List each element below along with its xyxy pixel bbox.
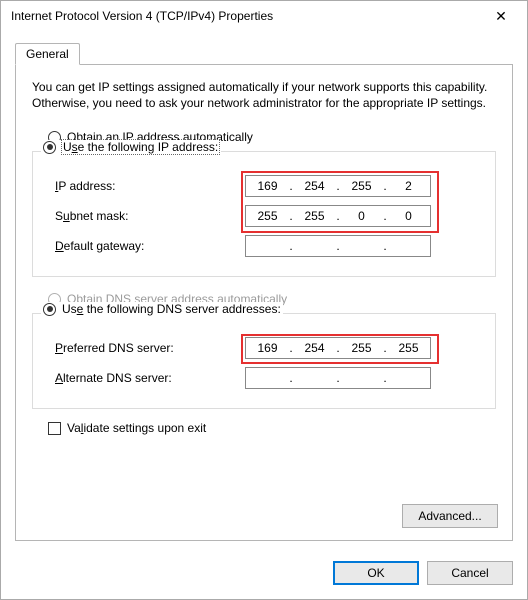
input-ip-address[interactable]: 169. 254. 255. 2	[245, 175, 431, 197]
row-subnet-mask: Subnet mask: 255. 255. 0. 0	[45, 204, 483, 228]
button-label: Advanced...	[418, 509, 481, 523]
highlight-box-pref-dns: 169. 254. 255. 255	[245, 337, 431, 359]
dialog-window: Internet Protocol Version 4 (TCP/IPv4) P…	[0, 0, 528, 600]
radio-label: Use the following DNS server addresses:	[62, 302, 281, 316]
titlebar[interactable]: Internet Protocol Version 4 (TCP/IPv4) P…	[1, 1, 527, 31]
row-preferred-dns: Preferred DNS server: 169. 254. 255. 255	[45, 336, 483, 360]
cancel-button[interactable]: Cancel	[427, 561, 513, 585]
input-subnet-mask[interactable]: 255. 255. 0. 0	[245, 205, 431, 227]
radio-label: Use the following IP address:	[62, 140, 219, 154]
input-alternate-dns[interactable]: . . .	[245, 367, 431, 389]
ok-button[interactable]: OK	[333, 561, 419, 585]
label-preferred-dns: Preferred DNS server:	[45, 341, 245, 355]
button-label: Cancel	[451, 566, 488, 580]
advanced-button[interactable]: Advanced...	[402, 504, 498, 528]
row-ip-address: IP address: 169. 254. 255. 2	[45, 174, 483, 198]
radio-icon	[43, 303, 56, 316]
dialog-buttons: OK Cancel	[333, 561, 513, 585]
group-dns-manual: Use the following DNS server addresses: …	[32, 313, 496, 409]
label-default-gateway: Default gateway:	[45, 239, 245, 253]
checkbox-validate-on-exit[interactable]: Validate settings upon exit	[48, 421, 496, 435]
radio-icon	[43, 141, 56, 154]
highlight-box-ip-mask: 169. 254. 255. 2	[245, 175, 431, 197]
radio-use-following-dns[interactable]: Use the following DNS server addresses:	[41, 302, 283, 316]
row-alternate-dns: Alternate DNS server: . . .	[45, 366, 483, 390]
row-default-gateway: Default gateway: . . .	[45, 234, 483, 258]
radio-use-following-ip[interactable]: Use the following IP address:	[41, 140, 221, 154]
group-ip-manual: Use the following IP address: IP address…	[32, 151, 496, 277]
window-title: Internet Protocol Version 4 (TCP/IPv4) P…	[11, 9, 481, 23]
tabstrip: General	[15, 43, 513, 65]
input-default-gateway[interactable]: . . .	[245, 235, 431, 257]
close-icon: ✕	[495, 8, 507, 25]
tab-label: General	[26, 47, 69, 61]
label-ip-address: IP address:	[45, 179, 245, 193]
tab-panel-general: You can get IP settings assigned automat…	[15, 64, 513, 541]
checkbox-label: Validate settings upon exit	[67, 421, 206, 435]
input-preferred-dns[interactable]: 169. 254. 255. 255	[245, 337, 431, 359]
close-button[interactable]: ✕	[481, 2, 521, 30]
checkbox-icon	[48, 422, 61, 435]
button-label: OK	[367, 566, 384, 580]
client-area: General You can get IP settings assigned…	[15, 43, 513, 585]
tab-general[interactable]: General	[15, 43, 80, 65]
intro-text: You can get IP settings assigned automat…	[32, 79, 496, 111]
label-alternate-dns: Alternate DNS server:	[45, 371, 245, 385]
label-subnet-mask: Subnet mask:	[45, 209, 245, 223]
